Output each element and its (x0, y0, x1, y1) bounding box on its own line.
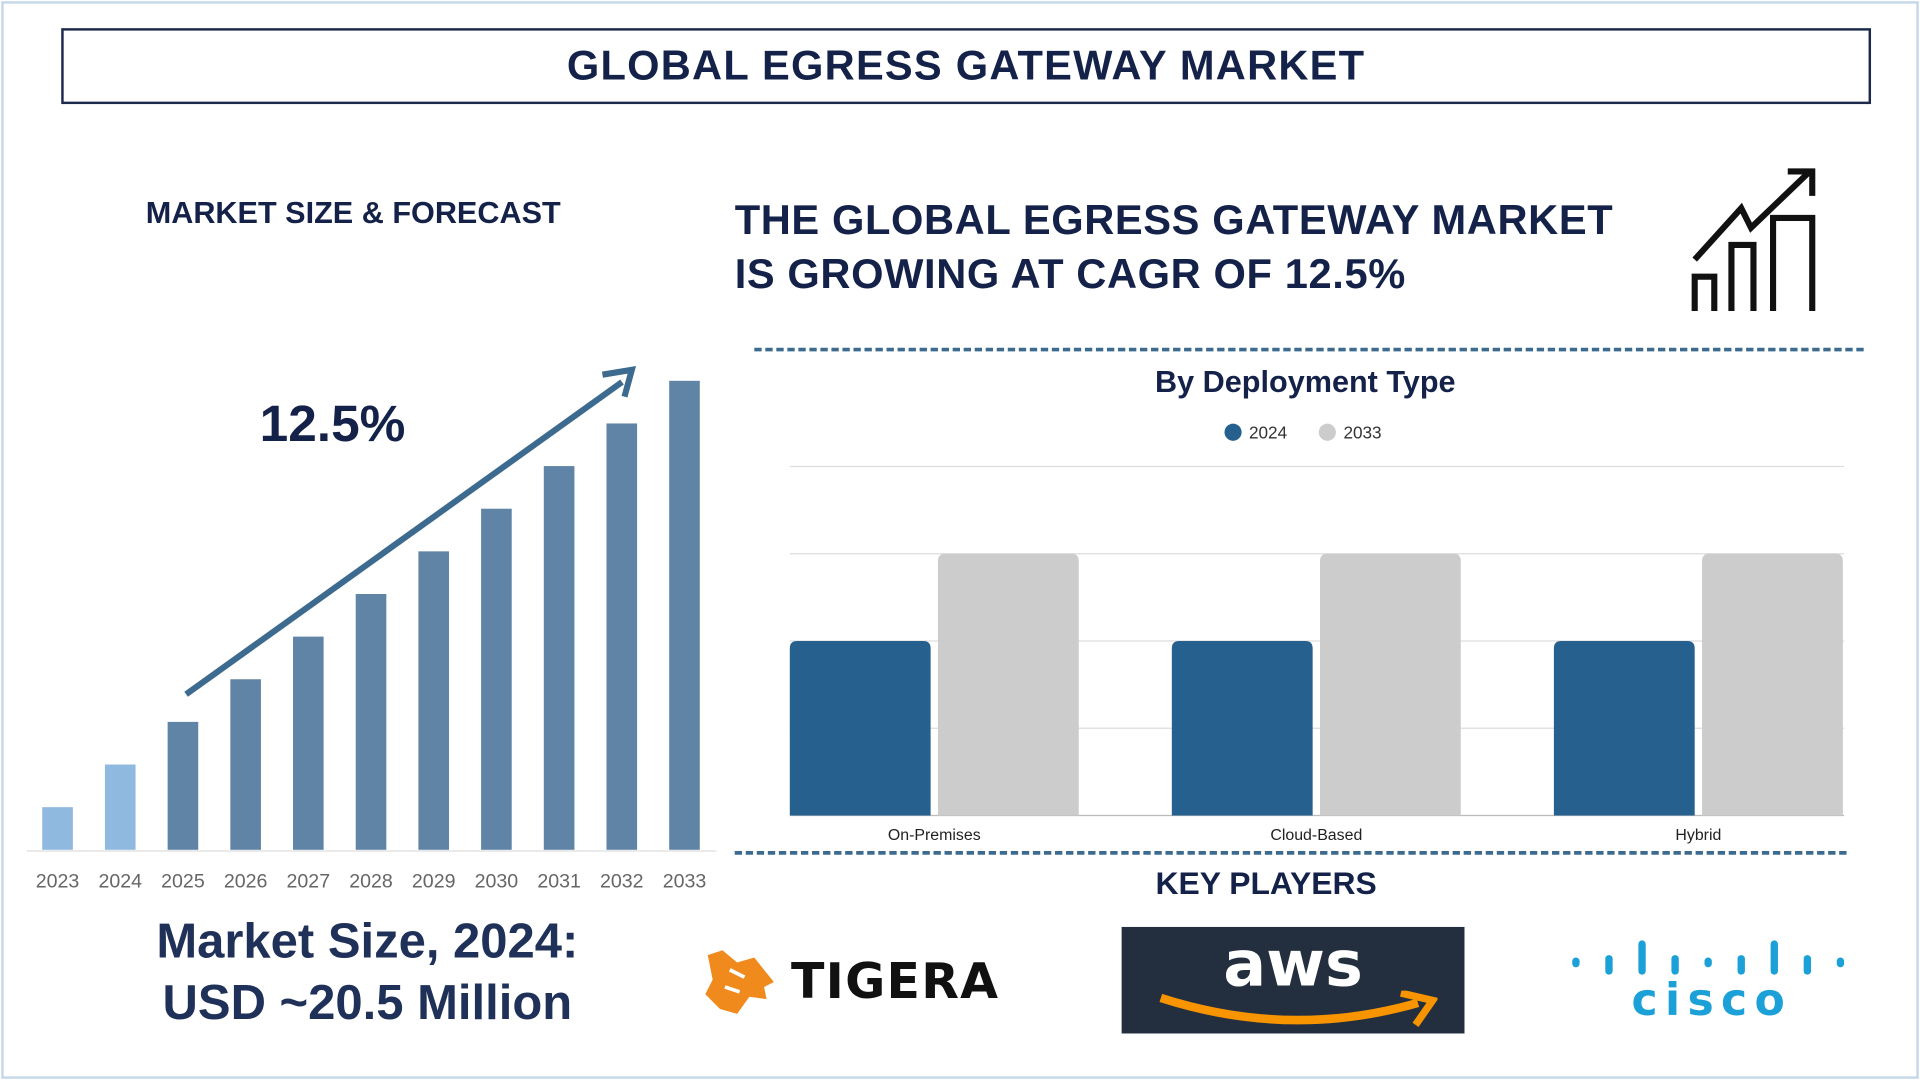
bar-Cloud-Based-2024 (1171, 641, 1313, 816)
bar-Hybrid-2024 (1553, 641, 1695, 816)
legend-item-2033: 2033 (1318, 422, 1382, 443)
legend-item-2024: 2024 (1224, 422, 1287, 442)
x-tick-label: 2025 (161, 871, 205, 893)
bar-2028 (355, 593, 387, 850)
category-label: Hybrid (1675, 827, 1721, 844)
x-tick-label: 2024 (98, 871, 142, 893)
x-tick-label: 2033 (663, 871, 707, 893)
x-tick-label: 2032 (600, 871, 644, 893)
bar-Hybrid-2033 (1702, 553, 1843, 816)
growth-chart-icon (1691, 168, 1816, 312)
bar-2023 (42, 807, 73, 850)
bar-2029 (418, 551, 450, 850)
cisco-bar (1638, 940, 1646, 975)
cisco-bar (1605, 955, 1613, 975)
cisco-bar (1572, 957, 1580, 968)
bar-2030 (481, 508, 512, 850)
bar-2027 (293, 636, 324, 850)
bar-2032 (606, 423, 638, 850)
cisco-bar (1836, 957, 1845, 968)
bar-On-Premises-2033 (937, 553, 1079, 816)
legend-swatch (1224, 423, 1242, 441)
deployment-chart: On-Premises Cloud-Based Hybrid (789, 465, 1845, 844)
bar-2025 (167, 721, 199, 850)
bar-2033 (669, 380, 700, 850)
headline-line1: THE GLOBAL EGRESS GATEWAY MARKET (734, 197, 1614, 244)
divider (754, 347, 1864, 352)
market-size-label: Market Size, 2024: (156, 914, 579, 969)
cisco-bar (1737, 955, 1745, 975)
bar-Cloud-Based-2033 (1320, 553, 1461, 816)
growth-arrow (184, 379, 624, 697)
title-box: GLOBAL EGRESS GATEWAY MARKET (61, 28, 1872, 105)
legend-label: 2033 (1343, 422, 1382, 443)
cisco-bar (1704, 957, 1712, 968)
divider (734, 851, 1847, 855)
cagr-label: 12.5% (259, 394, 406, 452)
key-players-title: KEY PLAYERS (1155, 864, 1377, 902)
x-tick-label: 2027 (287, 871, 331, 893)
arrow-head (601, 365, 637, 398)
cisco-logo: cisco (1565, 938, 1859, 1024)
x-tick-label: 2031 (537, 871, 581, 893)
section-title: MARKET SIZE & FORECAST (145, 195, 561, 231)
category-label: Cloud-Based (1270, 827, 1362, 844)
page-title: GLOBAL EGRESS GATEWAY MARKET (566, 42, 1366, 89)
market-size-value: USD ~20.5 Million (162, 975, 573, 1030)
market-forecast-chart: 2023 2024 2025 2026 2027 2028 2029 2030 2031 2032… (26, 365, 717, 893)
cisco-bar (1671, 955, 1679, 975)
headline-line2: IS GROWING AT CAGR OF 12.5% (734, 251, 1406, 298)
x-tick-label: 2030 (475, 871, 519, 893)
x-tick-label: 2026 (224, 871, 268, 893)
cisco-bar (1803, 955, 1812, 975)
bar-2024 (104, 764, 136, 850)
deployment-chart-title: By Deployment Type (1155, 364, 1456, 400)
bar-2026 (230, 679, 261, 850)
tiger-icon (705, 950, 774, 1014)
cisco-bar (1770, 940, 1778, 975)
chart-legend: 2024 2033 (1224, 422, 1382, 443)
x-tick-label: 2028 (349, 871, 393, 893)
x-tick-label: 2029 (412, 871, 456, 893)
legend-label: 2024 (1248, 422, 1288, 443)
x-tick-label: 2023 (36, 871, 80, 893)
category-label: On-Premises (888, 827, 981, 844)
bar-2031 (543, 466, 575, 850)
bar-On-Premises-2024 (789, 641, 931, 816)
aws-logo: aws (1121, 926, 1465, 1034)
legend-swatch (1318, 423, 1337, 441)
tigera-logo: TIGERA (700, 945, 1049, 1018)
